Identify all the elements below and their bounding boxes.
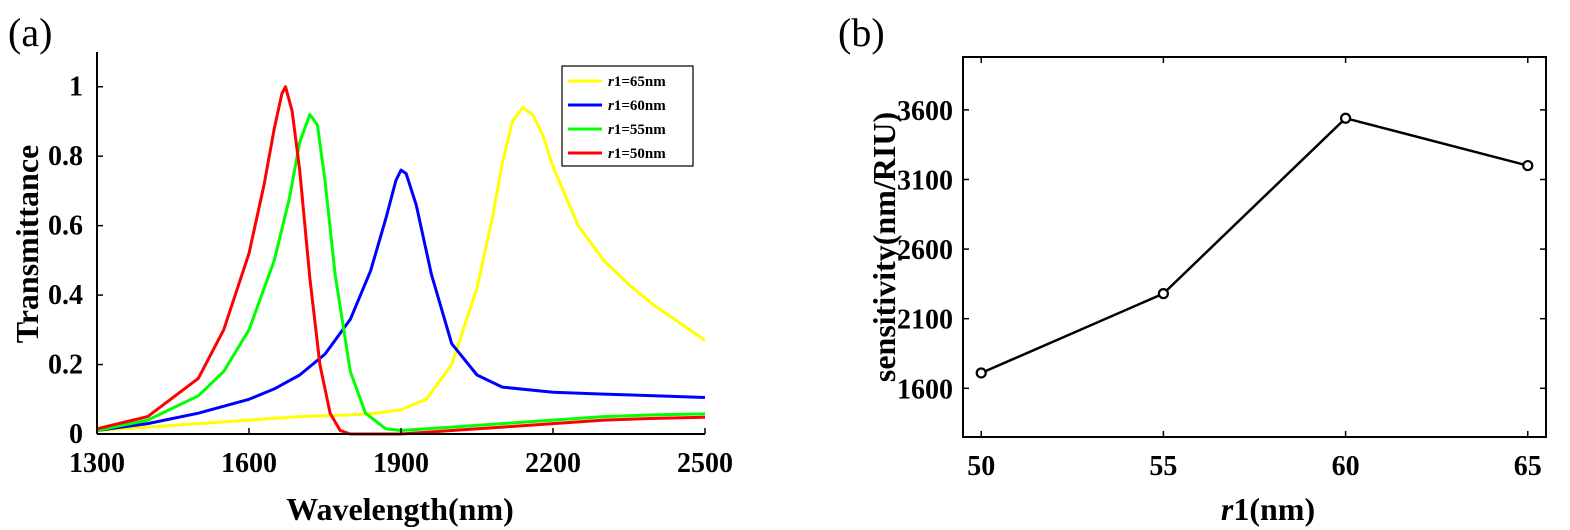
data-point: [1522, 159, 1534, 172]
x-tick-label: 65: [1514, 451, 1542, 482]
plot-b-x-axis-label-rest: 1(nm): [1233, 491, 1315, 527]
legend-entry: r1=55nm: [608, 122, 666, 138]
y-tick-label: 3600: [897, 96, 953, 127]
legend-entry-rest: 1=55nm: [614, 122, 666, 138]
y-tick-label: 0.6: [48, 211, 83, 242]
legend-entry: r1=60nm: [608, 98, 666, 114]
series-line-0: [96, 106, 706, 432]
plot-a-x-axis-label: Wavelength(nm): [286, 491, 514, 527]
y-tick-label: 0.4: [48, 280, 83, 311]
y-tick-label: 1600: [897, 374, 953, 405]
y-tick-label: 0: [69, 419, 83, 450]
panel-b-label: (b): [838, 10, 885, 55]
x-tick-label: 1300: [69, 448, 125, 479]
y-tick-label: 2100: [897, 305, 953, 336]
legend-entry: r1=65nm: [608, 74, 666, 90]
legend-entry-italic: r: [608, 146, 614, 162]
series-line-2: [96, 113, 706, 432]
legend-entry-rest: 1=50nm: [614, 146, 666, 162]
x-tick-label: 60: [1332, 451, 1360, 482]
panel-a-label: (a): [8, 10, 52, 55]
plot-b: 50 55 60 65 1600 2100 2600 3100 3600: [897, 56, 1547, 482]
data-point: [975, 367, 987, 379]
y-tick-label: 0.8: [48, 141, 83, 172]
legend-entry-italic: r: [608, 122, 614, 138]
y-tick-label: 3100: [897, 165, 953, 196]
y-tick-label: 1: [69, 72, 83, 103]
plot-a-y-axis-label: Transmittance: [9, 145, 45, 343]
legend-entry-italic: r: [608, 98, 614, 114]
legend-box: [561, 65, 694, 167]
y-tick-label: 2600: [897, 235, 953, 266]
legend-entry-rest: 1=60nm: [614, 98, 666, 114]
series-line-3: [96, 85, 706, 436]
legend-entry: r1=50nm: [608, 146, 666, 162]
plot-b-x-axis-label: r1(nm): [1221, 491, 1315, 527]
legend-entry-rest: 1=65nm: [614, 74, 666, 90]
x-tick-label: 2200: [525, 448, 581, 479]
data-point: [1157, 288, 1170, 300]
plot-b-y-axis-label: sensitivity(nm/RIU): [866, 112, 902, 382]
x-tick-label: 2500: [677, 448, 733, 479]
plot-b-x-axis-label-italic: r: [1221, 491, 1234, 527]
sensitivity-line: [980, 116, 1529, 375]
x-tick-label: 1600: [221, 448, 277, 479]
plot-b-frame: [962, 56, 1547, 438]
y-tick-label: 0.2: [48, 350, 83, 381]
data-point: [1339, 112, 1352, 124]
x-tick-label: 1900: [373, 448, 429, 479]
x-tick-label: 50: [967, 451, 995, 482]
series-line-1: [96, 168, 706, 432]
x-tick-label: 55: [1149, 451, 1177, 482]
legend-entry-italic: r: [608, 74, 614, 90]
